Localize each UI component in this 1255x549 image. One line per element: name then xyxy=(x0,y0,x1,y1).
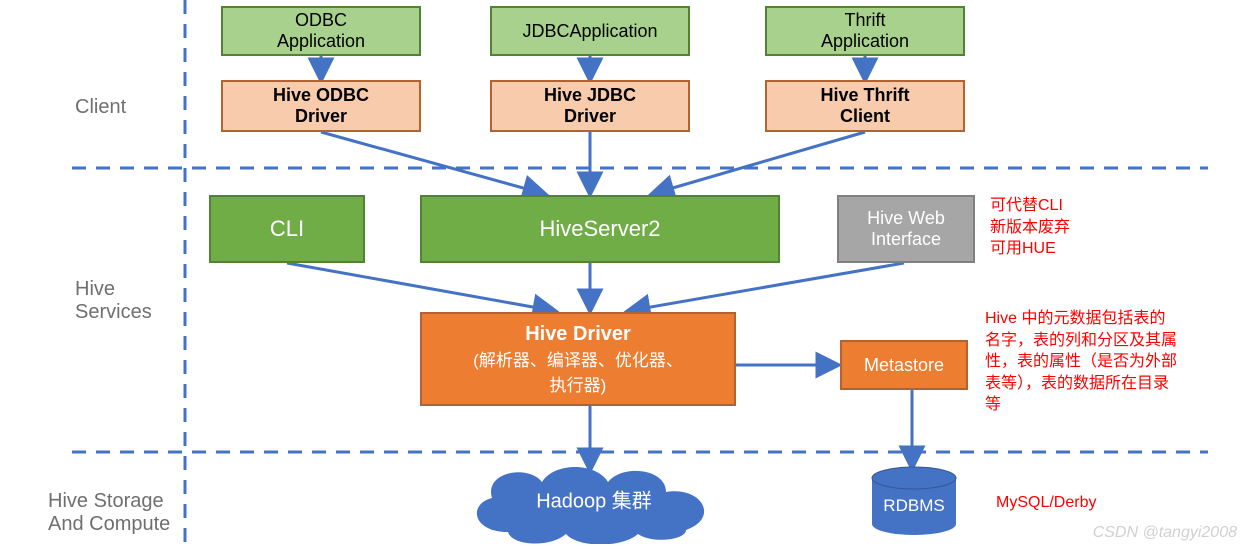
box-hive-web-interface: Hive Web Interface xyxy=(837,195,975,263)
box-hive-driver: Hive Driver (解析器、编译器、优化器、 执行器) xyxy=(420,312,736,406)
watermark: CSDN @tangyi2008 xyxy=(1093,524,1237,542)
box-hive-odbc-driver: Hive ODBC Driver xyxy=(221,80,421,132)
box-jdbc-application: JDBCApplication xyxy=(490,6,690,56)
box-cli: CLI xyxy=(209,195,365,263)
box-thrift-application: Thrift Application xyxy=(765,6,965,56)
box-hive-thrift-client: Hive Thrift Client xyxy=(765,80,965,132)
note-rdbms: MySQL/Derby xyxy=(996,492,1096,514)
box-hiveserver2: HiveServer2 xyxy=(420,195,780,263)
box-metastore: Metastore xyxy=(840,340,968,390)
hive-driver-subtitle: (解析器、编译器、优化器、 执行器) xyxy=(473,346,683,396)
box-odbc-application: ODBC Application xyxy=(221,6,421,56)
box-hive-jdbc-driver: Hive JDBC Driver xyxy=(490,80,690,132)
hadoop-cloud: Hadoop 集群 xyxy=(462,460,726,544)
section-label-services: Hive Services xyxy=(75,278,152,324)
hadoop-label: Hadoop 集群 xyxy=(462,484,726,513)
section-label-storage: Hive Storage And Compute xyxy=(48,490,170,536)
note-hwi: 可代替CLI 新版本废弃 可用HUE xyxy=(990,195,1070,260)
note-metastore: Hive 中的元数据包括表的 名字，表的列和分区及其属 性，表的属性（是否为外部… xyxy=(985,308,1177,416)
hive-driver-title: Hive Driver xyxy=(525,323,631,346)
section-label-client: Client xyxy=(75,96,126,119)
rdbms-label: RDBMS xyxy=(871,496,957,516)
rdbms-cylinder: RDBMS xyxy=(871,466,957,536)
